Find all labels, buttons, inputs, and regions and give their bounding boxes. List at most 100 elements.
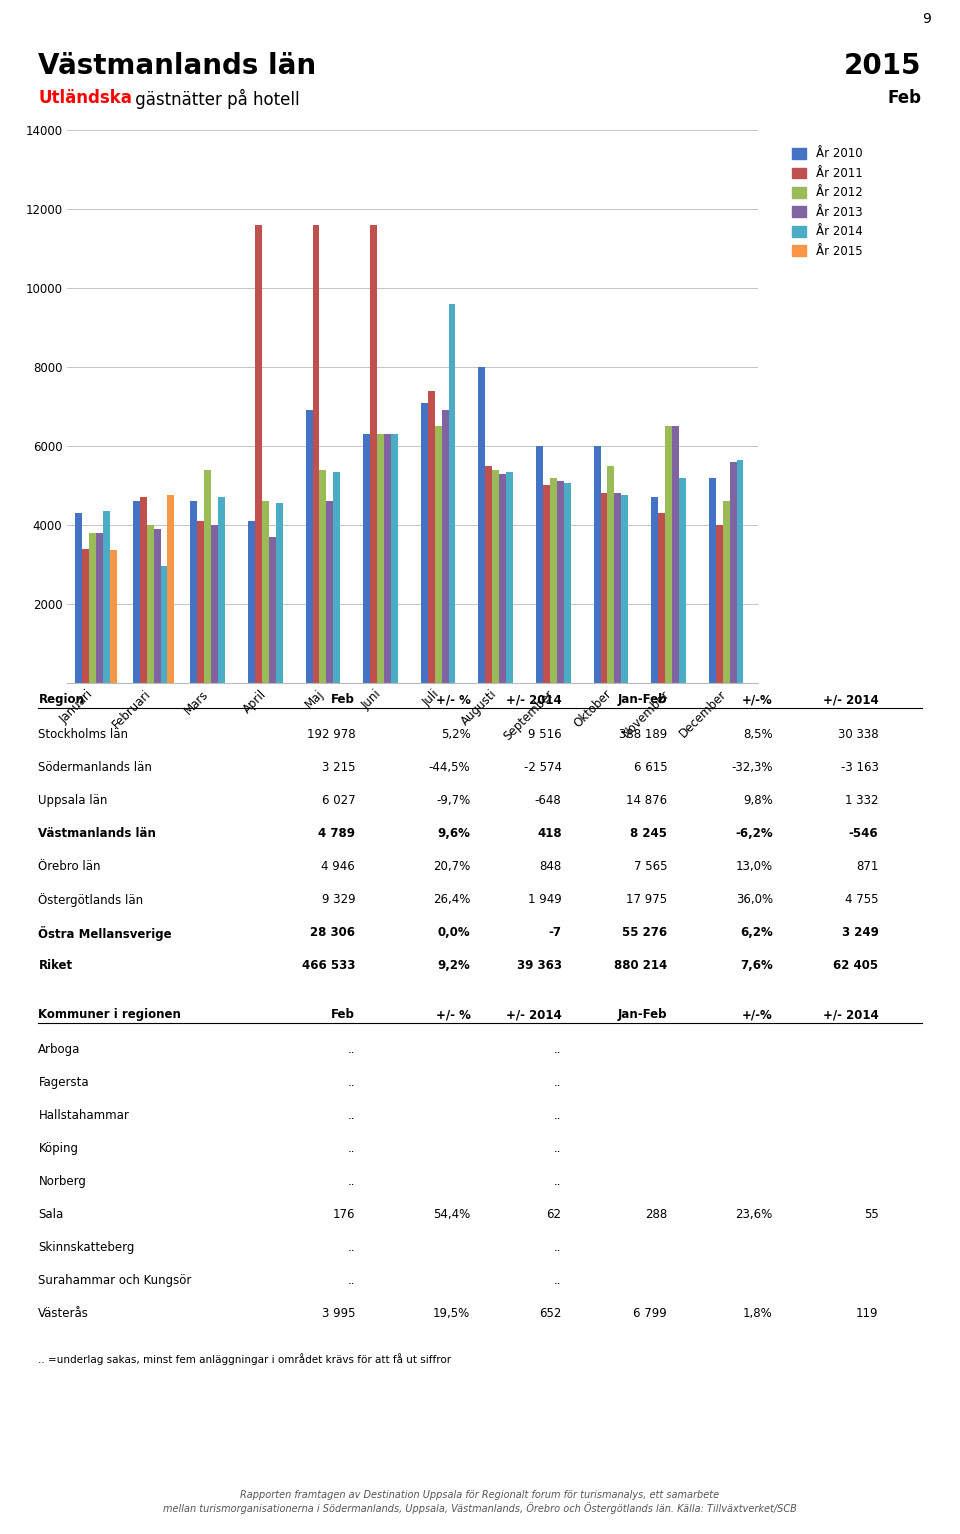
Text: -6,2%: -6,2% [735,827,773,841]
Text: Jan-Feb: Jan-Feb [617,1008,667,1022]
Text: ..: .. [554,1175,562,1187]
Text: 39 363: 39 363 [516,959,562,973]
Text: 7 565: 7 565 [634,861,667,873]
Bar [536,446,543,683]
Text: Feb: Feb [331,1008,355,1022]
Text: +/- 2014: +/- 2014 [823,693,878,706]
Text: 1 949: 1 949 [528,893,562,907]
Text: 5,2%: 5,2% [441,729,470,741]
Text: Rapporten framtagen av Destination Uppsala för Regionalt forum för turismanalys,: Rapporten framtagen av Destination Uppsa… [163,1490,797,1514]
Text: +/-%: +/-% [742,1008,773,1022]
Text: ..: .. [348,1141,355,1155]
Bar [75,512,83,683]
Text: ..: .. [554,1109,562,1121]
Text: 13,0%: 13,0% [735,861,773,873]
Text: 55 276: 55 276 [622,927,667,939]
Text: -546: -546 [849,827,878,841]
Text: 3 995: 3 995 [322,1307,355,1319]
Bar [716,525,723,683]
Bar [557,482,564,683]
Text: 288: 288 [645,1207,667,1221]
Bar [499,474,506,683]
Text: 54,4%: 54,4% [433,1207,470,1221]
Text: 36,0%: 36,0% [735,893,773,907]
Bar [672,426,679,683]
Bar [89,532,96,683]
Text: Fagersta: Fagersta [38,1075,89,1089]
Text: 192 978: 192 978 [306,729,355,741]
Text: 119: 119 [856,1307,878,1319]
Text: 19,5%: 19,5% [433,1307,470,1319]
Text: 6,2%: 6,2% [740,927,773,939]
Text: 4 755: 4 755 [845,893,878,907]
Bar [608,466,614,683]
Text: Norberg: Norberg [38,1175,86,1187]
Text: Stockholms län: Stockholms län [38,729,129,741]
Text: 9,8%: 9,8% [743,795,773,807]
Bar [736,460,743,683]
Text: Södermanlands län: Södermanlands län [38,761,153,775]
Text: +/- %: +/- % [436,1008,470,1022]
Bar [160,566,167,683]
Text: 652: 652 [540,1307,562,1319]
Bar [478,367,486,683]
Bar [679,477,685,683]
Bar [313,225,320,683]
Bar [333,471,340,683]
Text: 388 189: 388 189 [619,729,667,741]
Text: Sala: Sala [38,1207,63,1221]
Text: +/-%: +/-% [742,693,773,706]
Bar [384,434,391,683]
Bar [428,391,435,683]
Text: 2015: 2015 [844,52,922,80]
Text: ..: .. [554,1075,562,1089]
Text: -44,5%: -44,5% [429,761,470,775]
Text: Jan-Feb: Jan-Feb [617,693,667,706]
Text: +/- 2014: +/- 2014 [506,693,562,706]
Bar [506,471,513,683]
Text: ..: .. [348,1109,355,1121]
Text: .. =underlag sakas, minst fem anläggningar i området krävs för att få ut siffror: .. =underlag sakas, minst fem anläggning… [38,1353,451,1365]
Bar [326,502,333,683]
Text: 9,2%: 9,2% [438,959,470,973]
Text: 0,0%: 0,0% [438,927,470,939]
Text: -648: -648 [535,795,562,807]
Text: 6 027: 6 027 [322,795,355,807]
Text: 30 338: 30 338 [838,729,878,741]
Bar [154,529,160,683]
Bar [550,477,557,683]
Text: 9,6%: 9,6% [438,827,470,841]
Text: +/- 2014: +/- 2014 [506,1008,562,1022]
Bar [377,434,384,683]
Text: 8,5%: 8,5% [743,729,773,741]
Text: 6 799: 6 799 [634,1307,667,1319]
Legend: År 2010, År 2011, År 2012, År 2013, År 2014, År 2015: År 2010, År 2011, År 2012, År 2013, År 2… [792,147,862,258]
Bar [708,477,716,683]
Bar [651,497,659,683]
Bar [448,304,455,683]
Text: 55: 55 [864,1207,878,1221]
Text: -9,7%: -9,7% [436,795,470,807]
Bar [218,497,225,683]
Bar [614,494,621,683]
Text: 28 306: 28 306 [310,927,355,939]
Text: 62 405: 62 405 [833,959,878,973]
Text: 3 249: 3 249 [842,927,878,939]
Text: ..: .. [554,1141,562,1155]
Bar [391,434,397,683]
Text: -3 163: -3 163 [841,761,878,775]
Text: Köping: Köping [38,1141,79,1155]
Bar [723,502,730,683]
Text: 62: 62 [546,1207,562,1221]
Text: Östra Mellansverige: Östra Mellansverige [38,927,172,940]
Text: 9 329: 9 329 [322,893,355,907]
Text: 7,6%: 7,6% [740,959,773,973]
Text: Region: Region [38,693,84,706]
Text: gästnätter på hotell: gästnätter på hotell [130,89,300,109]
Text: ..: .. [348,1241,355,1253]
Text: ..: .. [348,1043,355,1055]
Text: 176: 176 [333,1207,355,1221]
Text: 1,8%: 1,8% [743,1307,773,1319]
Bar [363,434,371,683]
Bar [269,537,276,683]
